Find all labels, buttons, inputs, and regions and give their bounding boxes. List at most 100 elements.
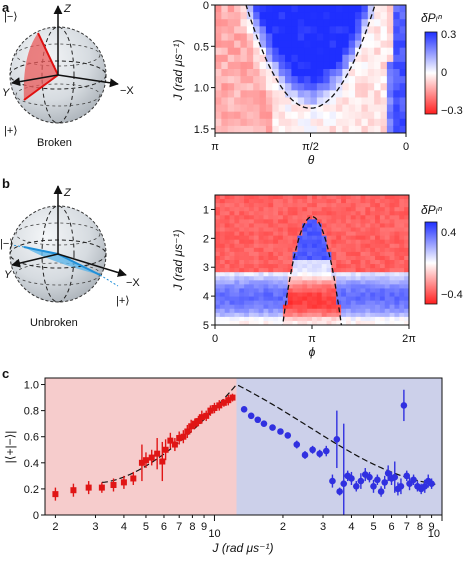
data-point-circle	[403, 472, 411, 480]
heatmap-b-cell	[394, 260, 400, 265]
heatmap-a-cell	[386, 19, 394, 27]
heatmap-a-cell	[278, 118, 286, 127]
heatmap-b-cell	[292, 288, 299, 294]
heatmap-a-cell	[361, 5, 369, 13]
heatmap-b-cell	[278, 215, 284, 220]
heatmap-b-cell	[370, 227, 376, 233]
heatmap-b-cell	[389, 292, 396, 298]
heatmap-b-cell	[278, 203, 284, 208]
heatmap-b-cell	[341, 195, 347, 200]
heatmap-b-cell	[384, 280, 391, 285]
heatmap-a-cell	[374, 54, 382, 63]
heatmap-a-cell	[393, 19, 401, 27]
heatmap-b-cell	[239, 292, 245, 298]
heatmap-b-cell	[234, 195, 240, 200]
heatmap-b-cell	[341, 227, 347, 233]
heatmap-b-cell	[302, 215, 308, 220]
heatmap-a-cell	[291, 90, 299, 99]
heatmap-b-cell	[370, 300, 376, 306]
heatmap-b-cell	[234, 296, 240, 302]
heatmap-b-cell	[248, 223, 255, 229]
heatmap-b-cell	[307, 211, 313, 216]
heatmap-b-cell	[244, 247, 250, 253]
heatmap-a-cell	[316, 5, 324, 13]
heatmap-a-cell	[361, 118, 369, 127]
heatmap-a-cell	[316, 69, 324, 77]
heatmap-b-cell	[389, 288, 396, 294]
heatmap-b-cell	[336, 247, 342, 253]
heatmap-b-cell	[263, 207, 269, 212]
heatmap-a-cell	[240, 54, 248, 63]
heatmap-b-cell	[312, 288, 318, 294]
heatmap-a-cell	[234, 40, 242, 49]
heatmap-a-cell	[367, 33, 375, 42]
heatmap-b-cell	[379, 260, 386, 265]
heatmap-a-cell	[227, 26, 235, 35]
heatmap-a-cell	[355, 97, 363, 106]
heatmap-b-cell	[234, 235, 240, 241]
heatmap-a-cell	[227, 118, 235, 127]
heatmap-a-cell	[215, 33, 222, 42]
heatmap-b-cell	[278, 235, 284, 241]
data-point-square	[171, 441, 178, 448]
heatmap-b-cell	[379, 288, 386, 294]
heatmap-b-cell	[321, 304, 328, 310]
heatmap-b-cell	[215, 199, 221, 204]
heatmap-a-cell	[246, 33, 254, 42]
heatmap-b-cell	[375, 199, 381, 204]
heatmap-b-cell	[282, 223, 289, 229]
heatmap-b-cell	[350, 203, 357, 208]
heatmap-b-cell	[336, 320, 342, 325]
heatmap-a-cell	[259, 19, 267, 27]
heatmap-b-cell	[350, 308, 357, 314]
heatmap-b-cell	[384, 203, 391, 208]
heatmap-b-cell	[229, 199, 235, 204]
heatmap-b-cell	[302, 211, 308, 216]
heatmap-b-cell	[326, 300, 332, 306]
heatmap-b-cell	[365, 223, 371, 229]
heatmap-a-cell	[367, 111, 375, 120]
heatmap-b-cell	[389, 276, 396, 281]
broken-shading	[45, 378, 237, 515]
heatmap-b-cell	[302, 195, 308, 200]
heatmap-b-cell	[379, 280, 386, 285]
heatmap-b-cell	[316, 308, 323, 314]
heatmap-b-cell	[219, 284, 226, 290]
heatmap-b-cell	[258, 251, 265, 257]
heatmap-b-cell	[282, 231, 289, 237]
heatmap-b-cell	[345, 223, 352, 229]
heatmap-b-cell	[273, 288, 279, 294]
heatmap-a-cell	[374, 97, 382, 106]
heatmap-b-cell	[268, 219, 274, 225]
heatmap-b-cell	[273, 211, 279, 216]
heatmap-b-cell	[297, 235, 303, 241]
data-point-square	[130, 475, 137, 482]
heatmap-b-cell	[394, 272, 400, 277]
state-vector-plus-b	[57, 253, 101, 276]
heatmap-b-cell	[375, 288, 381, 294]
heatmap-b-cell	[244, 219, 250, 225]
heatmap-b-cell	[355, 195, 362, 200]
heatmap-b-cell	[253, 219, 260, 225]
heatmap-b-cell	[360, 320, 366, 325]
heatmap-a-cell	[323, 76, 331, 84]
heatmap-b-cell	[282, 308, 289, 314]
heatmap-b-cell	[292, 203, 299, 208]
heatmap-b-cell	[321, 320, 328, 325]
heatmap-a-cell	[329, 97, 337, 106]
heatmap-b-cell	[384, 239, 391, 245]
heatmap-b-cell	[229, 304, 235, 310]
heatmap-b-cell	[370, 251, 376, 257]
heatmap-b-cell	[297, 195, 303, 200]
heatmap-a-cell	[348, 90, 356, 99]
heatmap-a-cell	[265, 54, 273, 63]
heatmap-b-cell	[355, 284, 362, 290]
heatmap-b-cell	[248, 320, 255, 325]
heatmap-b-cell	[326, 316, 332, 322]
data-point-circle	[260, 420, 268, 427]
heatmap-a-cell	[265, 90, 273, 99]
heatmap-a-cell	[246, 104, 254, 113]
heatmap-a-cell	[227, 104, 235, 113]
heatmap-b-cell	[297, 207, 303, 212]
